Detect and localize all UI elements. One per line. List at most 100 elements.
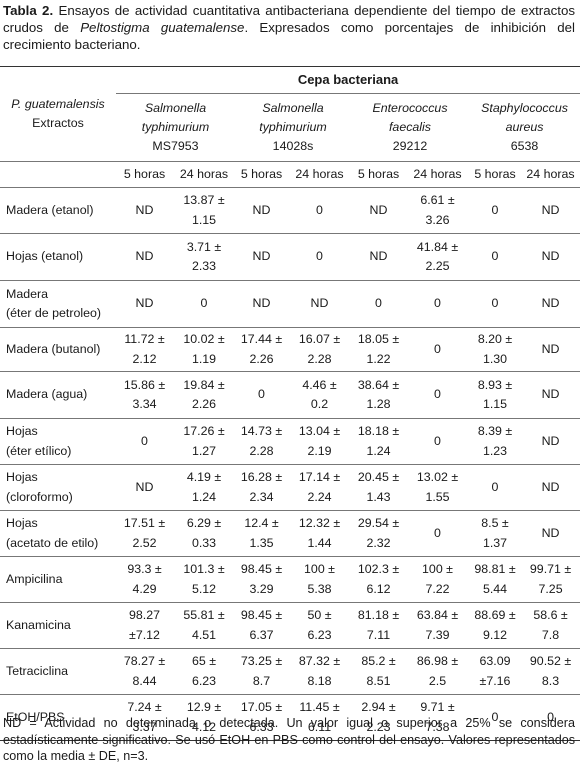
data-cell: ND: [521, 372, 580, 419]
data-cell: 0: [469, 281, 521, 328]
time-24-header: 24 horas: [406, 161, 469, 188]
table-row: Hojas (etanol) ND 3.71 ± 2.33 ND 0 ND 41.84 ± 2.…: [0, 233, 580, 281]
cell-value: 13.04 ±: [298, 424, 341, 438]
data-cell: 100 ± 5.38: [288, 557, 351, 603]
row-label-species: P. guatemalensis: [11, 97, 105, 111]
data-cell: 0: [406, 281, 469, 328]
data-cell: 17.44 ± 2.26: [235, 328, 288, 372]
cell-value: 50 ±: [307, 608, 332, 622]
data-cell: 0: [469, 188, 521, 234]
cell-deviation: 1.22: [366, 351, 391, 366]
cell-deviation: 1.15: [482, 397, 508, 411]
cell-deviation: 0.2: [310, 397, 329, 411]
cell-value: 88.69 ±: [474, 608, 516, 622]
cell-deviation: ±7.12: [129, 627, 160, 642]
data-cell: ND: [116, 281, 173, 328]
strain-species: aureus: [505, 120, 544, 134]
data-cell: 8.93 ± 1.15: [469, 372, 521, 419]
cell-deviation: 1.35: [249, 535, 274, 550]
cell-value: ND: [369, 202, 388, 217]
data-cell: 17.05 ± 6.33: [235, 695, 288, 741]
data-cell: 6.61 ± 3.26: [406, 188, 469, 234]
data-cell: 18.05 ± 1.22: [351, 328, 406, 372]
cell-deviation: 2.26: [249, 351, 274, 366]
row-label: Hojas (etanol): [0, 234, 116, 281]
data-cell: 0: [469, 234, 521, 281]
row-label-line: (éter etílico): [6, 443, 72, 458]
data-cell: 6.29 ± 0.33: [173, 511, 235, 557]
cell-value: 99.71 ±: [529, 562, 572, 576]
cell-deviation: 2.33: [191, 259, 217, 273]
data-cell: 101.3 ± 5.12: [173, 557, 235, 603]
cell-value: 0: [434, 525, 441, 540]
row-label: Tetraciclina: [0, 649, 116, 695]
time-5-header: 5 horas: [235, 161, 288, 188]
cell-deviation: 7.39: [425, 627, 450, 642]
strain-genus: Salmonella: [262, 101, 324, 115]
row-label: Madera (butanol): [0, 328, 116, 372]
data-cell: 17.51 ± 2.52: [116, 511, 173, 557]
cell-deviation: 4.51: [191, 627, 217, 642]
table-row: Madera (agua) 15.86 ± 3.34 19.84 ± 2.26 0 4.46…: [0, 371, 580, 419]
data-cell: 87.32 ± 8.18: [288, 649, 351, 695]
data-cell: ND: [235, 281, 288, 328]
data-cell: ND: [521, 465, 580, 511]
cell-value: 98.45 ±: [240, 608, 283, 622]
cell-deviation: 6.37: [249, 627, 274, 642]
cell-deviation: 8.44: [132, 673, 157, 688]
cell-value: 8.5 ±: [481, 516, 509, 530]
row-label-line: Hojas: [6, 516, 38, 530]
cell-value: 17.14 ±: [298, 470, 341, 484]
cell-value: 0: [316, 249, 323, 264]
cell-deviation: 1.15: [191, 212, 217, 227]
row-label: EtOH/PBS: [0, 695, 116, 741]
cell-value: ND: [252, 296, 271, 311]
cell-deviation: 8.3: [541, 673, 560, 688]
cell-deviation: 1.28: [366, 397, 391, 411]
row-label-line: Hojas (etanol): [6, 249, 84, 264]
data-cell: 0: [406, 328, 469, 372]
data-cell: ND: [521, 188, 580, 234]
cell-value: 98.81 ±: [474, 562, 516, 576]
cell-deviation: 2.26: [191, 397, 217, 411]
data-cell: 50 ± 6.23: [288, 603, 351, 649]
cell-value: 0: [434, 341, 441, 356]
data-cell: ND: [235, 188, 288, 234]
row-label: Hojas (éter etílico): [0, 419, 116, 465]
data-cell: 102.3 ± 6.12: [351, 557, 406, 603]
cell-deviation: 1.37: [482, 535, 508, 550]
cell-value: 87.32 ±: [298, 654, 341, 668]
cell-deviation: 1.19: [191, 351, 217, 366]
table-row: Madera (éter de petroleo) ND 0 ND ND 0 0 0 ND: [0, 280, 580, 328]
strain-code: 6538: [510, 139, 539, 153]
data-cell: 0: [235, 372, 288, 419]
cell-value: 7.24 ±: [127, 700, 162, 714]
table-caption: Tabla 2. Ensayos de actividad cuantitati…: [3, 2, 575, 53]
data-cell: 13.04 ± 2.19: [288, 419, 351, 465]
strain-genus: Salmonella: [144, 101, 207, 115]
cell-value: ND: [135, 479, 154, 494]
cell-value: 16.07 ±: [298, 332, 341, 346]
cell-value: ND: [541, 296, 560, 311]
cell-value: 0: [547, 709, 554, 724]
cell-value: 0: [491, 202, 499, 217]
cell-deviation: 4.29: [132, 581, 157, 596]
row-label: Kanamicina: [0, 603, 116, 649]
cell-deviation: 1.43: [366, 489, 391, 504]
cell-deviation: 1.24: [366, 443, 391, 458]
row-label-line: Madera: [6, 286, 49, 301]
row-label-line: (éter de petroleo): [6, 306, 102, 320]
strain-header: Salmonella typhimurium MS7953: [116, 93, 235, 162]
data-cell: 0: [288, 234, 351, 281]
cell-value: 58.6 ±: [533, 608, 568, 622]
data-cell: ND: [116, 234, 173, 281]
data-cell: 93.3 ± 4.29: [116, 557, 173, 603]
cell-value: 15.86 ±: [123, 377, 166, 392]
cell-deviation: 6.33: [249, 719, 274, 734]
cell-value: 38.64 ±: [357, 377, 400, 392]
data-cell: 9.71 ± 7.38: [406, 695, 469, 741]
cell-deviation: 2.28: [307, 351, 332, 366]
cell-value: ND: [252, 249, 271, 264]
data-cell: 0: [406, 372, 469, 419]
cell-deviation: 6.23: [191, 673, 217, 688]
